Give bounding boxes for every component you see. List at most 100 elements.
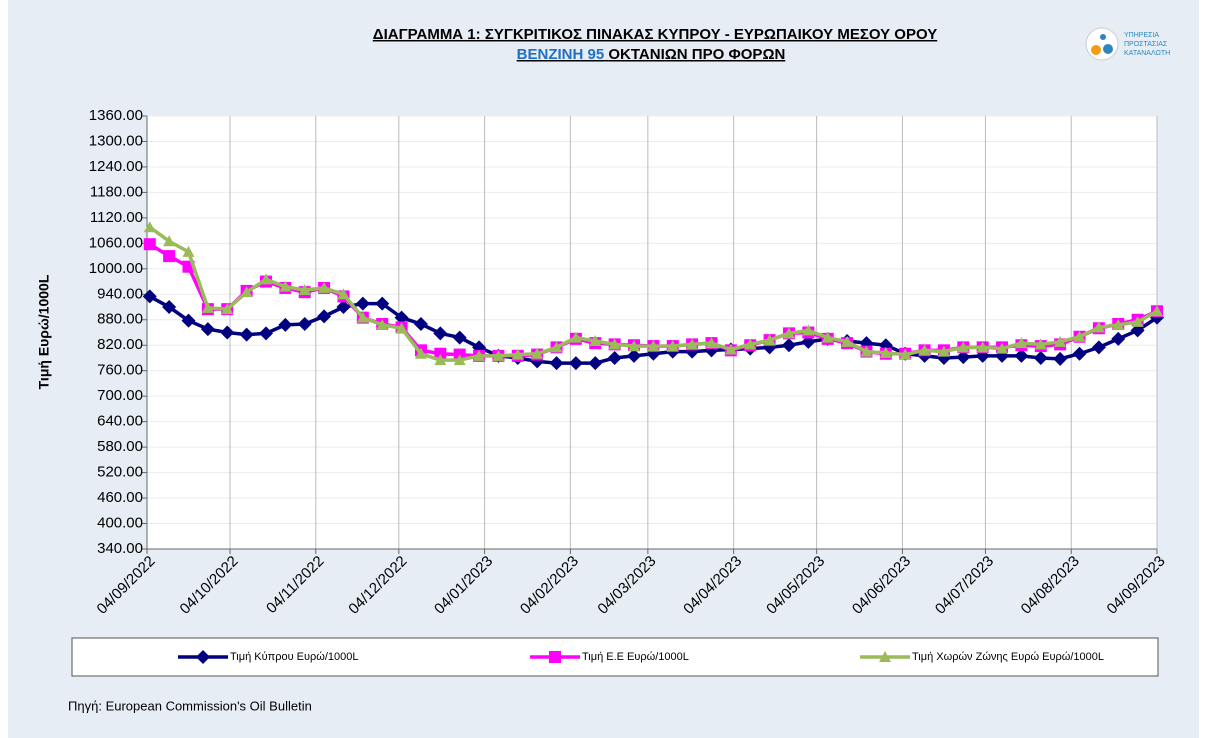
y-tick-label: 640.00 xyxy=(97,413,143,430)
logo: ΥΠΗΡΕΣΙΑ ΠΡΟΣΤΑΣΙΑΣ ΚΑΤΑΝΑΛΩΤΗ xyxy=(1085,27,1170,61)
marker xyxy=(588,356,603,371)
marker xyxy=(278,317,293,332)
y-tick-label: 1300.00 xyxy=(89,132,143,149)
marker xyxy=(181,313,196,328)
marker xyxy=(1131,315,1144,327)
marker xyxy=(666,340,679,352)
marker xyxy=(220,325,235,340)
marker xyxy=(182,245,195,257)
marker xyxy=(1015,337,1028,349)
marker xyxy=(647,340,660,352)
marker xyxy=(356,311,369,323)
subtitle-part: ΒΕΝΖΙΝΗ 95 xyxy=(517,46,605,63)
chart-title: ΔΙΑΓΡΑΜΜΑ 1: ΣΥΓΚΡΙΤΙΚΟΣ ΠΙΝΑΚΑΣ ΚΥΠΡΟΥ … xyxy=(373,26,937,43)
marker xyxy=(589,334,602,346)
logo-dot xyxy=(1091,45,1101,55)
marker xyxy=(413,317,428,332)
marker xyxy=(143,238,156,251)
marker xyxy=(549,356,564,371)
marker xyxy=(1091,340,1106,355)
y-tick-label: 460.00 xyxy=(97,489,143,506)
marker xyxy=(143,221,156,233)
marker xyxy=(549,651,561,663)
marker xyxy=(705,337,718,349)
marker xyxy=(163,235,176,247)
marker xyxy=(355,296,370,311)
marker xyxy=(607,350,622,365)
marker xyxy=(879,346,892,358)
marker xyxy=(240,286,253,298)
marker xyxy=(957,341,970,353)
y-tick-label: 340.00 xyxy=(97,540,143,557)
marker xyxy=(473,349,486,361)
source: Πηγή: European Commission's Oil Bulletin xyxy=(68,698,312,713)
marker xyxy=(196,650,210,664)
marker xyxy=(956,350,971,365)
marker xyxy=(1054,335,1067,347)
logo-text: ΠΡΟΣΤΑΣΙΑΣ xyxy=(1124,41,1168,48)
marker xyxy=(1014,348,1029,363)
marker xyxy=(1151,305,1163,317)
legend xyxy=(71,637,1159,677)
y-tick-label: 880.00 xyxy=(97,311,143,328)
legend-label: Τιμή Ε.Ε Ευρώ/1000L xyxy=(582,651,689,663)
y-tick-label: 1180.00 xyxy=(90,183,143,200)
logo-text: ΚΑΤΑΝΑΛΩΤΗ xyxy=(1124,50,1170,57)
marker xyxy=(258,326,273,341)
y-tick-label: 760.00 xyxy=(97,362,143,379)
y-axis-label: Τιμή Ευρώ/1000L xyxy=(36,274,52,389)
marker xyxy=(996,342,1009,354)
y-tick-label: 940.00 xyxy=(97,285,143,302)
y-tick-label: 1240.00 xyxy=(89,158,143,175)
marker xyxy=(1053,351,1068,366)
marker xyxy=(336,300,351,315)
marker xyxy=(627,348,642,363)
marker xyxy=(317,309,332,324)
marker xyxy=(628,340,641,352)
marker xyxy=(375,296,390,311)
marker xyxy=(279,280,292,292)
marker xyxy=(433,326,448,341)
marker xyxy=(568,356,583,371)
marker xyxy=(163,250,176,263)
chart-subtitle: ΒΕΝΖΙΝΗ 95 ΟΚΤΑΝΙΩΝ ΠΡΟ ΦΟΡΩΝ xyxy=(517,46,786,63)
marker xyxy=(821,331,834,343)
marker xyxy=(414,347,427,359)
marker xyxy=(297,317,312,332)
marker xyxy=(511,348,524,360)
marker xyxy=(200,322,215,337)
marker xyxy=(221,303,234,315)
marker xyxy=(841,335,854,347)
marker xyxy=(318,281,331,293)
y-tick-label: 520.00 xyxy=(97,464,143,481)
marker xyxy=(453,354,466,366)
logo-dot xyxy=(1100,34,1106,40)
y-tick-label: 1000.00 xyxy=(89,260,143,277)
y-tick-label: 700.00 xyxy=(97,387,143,404)
marker xyxy=(918,344,931,356)
marker xyxy=(781,338,796,353)
logo-dot xyxy=(1103,44,1113,54)
marker xyxy=(879,651,891,662)
marker xyxy=(608,338,621,350)
plot-area xyxy=(147,116,1157,549)
marker xyxy=(142,289,157,304)
y-tick-label: 580.00 xyxy=(97,438,143,455)
marker xyxy=(531,347,544,359)
marker xyxy=(395,322,408,334)
marker xyxy=(744,338,757,350)
marker xyxy=(1112,318,1125,330)
marker xyxy=(376,318,389,330)
marker xyxy=(162,300,177,315)
subtitle-part: ΟΚΤΑΝΙΩΝ ΠΡΟ ΦΟΡΩΝ xyxy=(608,46,785,63)
marker xyxy=(298,284,311,296)
marker xyxy=(724,343,737,355)
logo-text: ΥΠΗΡΕΣΙΑ xyxy=(1124,32,1159,39)
marker xyxy=(394,310,409,325)
marker xyxy=(802,324,815,336)
y-tick-label: 1060.00 xyxy=(89,234,143,251)
marker xyxy=(259,273,272,285)
y-tick-label: 1360.00 xyxy=(89,107,143,124)
